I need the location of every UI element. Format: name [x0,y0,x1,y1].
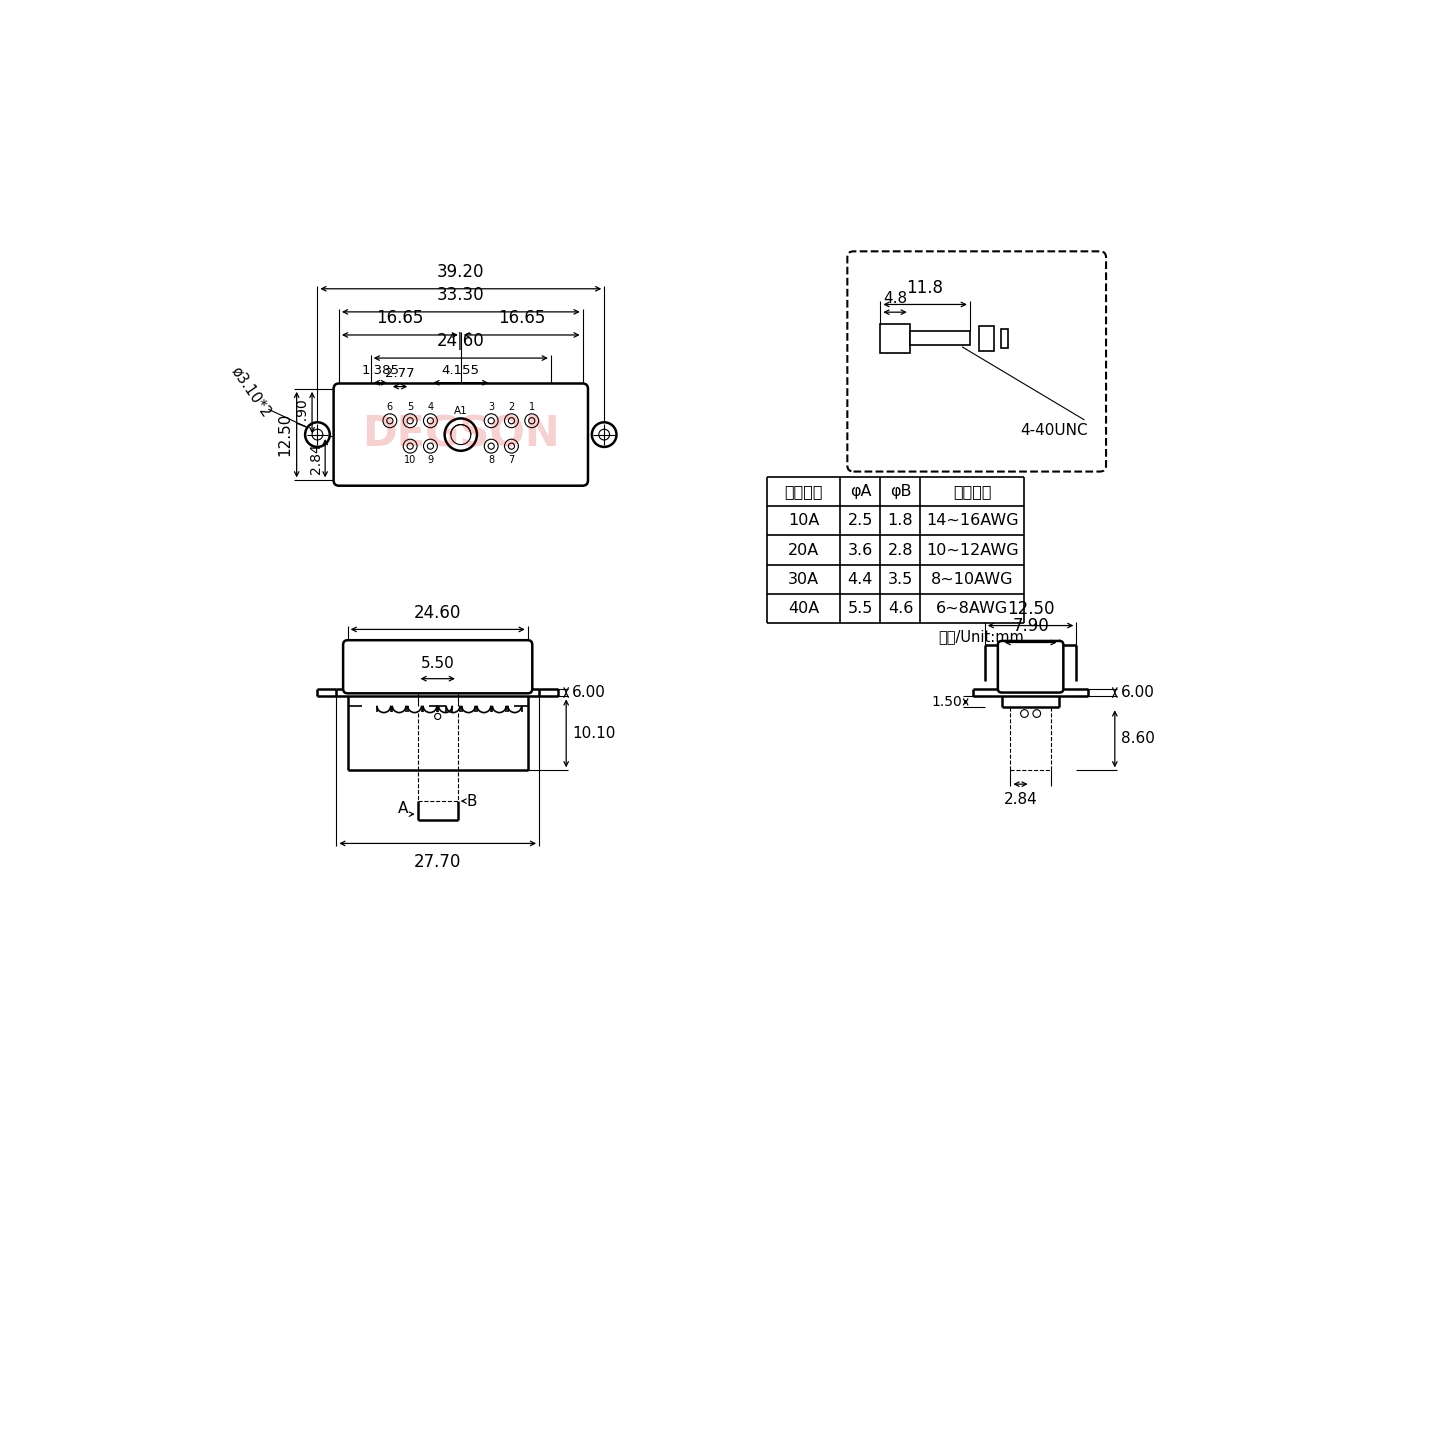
Text: 16.65: 16.65 [498,310,546,327]
Text: 30A: 30A [788,572,819,588]
Circle shape [488,444,494,449]
Text: 4.6: 4.6 [888,600,913,616]
Circle shape [508,444,514,449]
Text: 20A: 20A [788,543,819,557]
Circle shape [423,413,438,428]
Text: 2.77: 2.77 [384,367,415,380]
FancyBboxPatch shape [334,383,588,485]
Circle shape [403,439,418,454]
Circle shape [528,418,534,423]
FancyBboxPatch shape [343,641,533,693]
Text: 3: 3 [488,402,494,412]
Text: 7.90: 7.90 [1012,616,1048,635]
Text: 5.50: 5.50 [420,657,455,671]
Bar [910,331,969,346]
Circle shape [428,444,433,449]
Text: DEGSON: DEGSON [361,413,560,455]
Text: 39.20: 39.20 [438,264,484,281]
Text: 6.00: 6.00 [572,685,606,700]
Text: 4.8: 4.8 [883,291,907,307]
Circle shape [408,418,413,423]
Circle shape [504,413,518,428]
Text: 10A: 10A [788,513,819,528]
Circle shape [508,418,514,423]
Text: 6~8AWG: 6~8AWG [936,600,1008,616]
Bar [880,324,910,353]
Text: 24.60: 24.60 [415,603,461,622]
Text: 24|60: 24|60 [436,333,485,350]
Text: 1: 1 [528,402,534,412]
Text: 8~10AWG: 8~10AWG [932,572,1014,588]
Text: 6: 6 [387,402,393,412]
Text: 10.10: 10.10 [572,726,616,740]
Bar [979,325,995,351]
FancyBboxPatch shape [998,641,1063,693]
Text: 3.6: 3.6 [848,543,873,557]
Circle shape [445,419,477,451]
Text: 8.60: 8.60 [1120,732,1155,746]
Circle shape [592,422,616,446]
Circle shape [383,413,397,428]
Text: 11.8: 11.8 [907,279,943,297]
Circle shape [599,429,609,441]
Bar [1001,330,1008,347]
Text: 12.50: 12.50 [1007,600,1054,618]
Circle shape [305,422,330,446]
Text: 16.65: 16.65 [376,310,423,327]
Text: 4.4: 4.4 [848,572,873,588]
Text: 7: 7 [508,455,514,465]
Circle shape [1021,710,1028,717]
Text: 2.84: 2.84 [308,444,323,474]
Text: φB: φB [890,484,912,500]
FancyBboxPatch shape [847,252,1106,471]
Text: 6.00: 6.00 [1120,685,1155,700]
Circle shape [484,413,498,428]
Circle shape [403,413,418,428]
Circle shape [423,439,438,454]
Text: 2.8: 2.8 [887,543,913,557]
Text: 5.5: 5.5 [848,600,873,616]
Text: A1: A1 [454,406,468,416]
Text: 额定电流: 额定电流 [785,484,824,500]
Text: 14~16AWG: 14~16AWG [926,513,1018,528]
Text: 线材规格: 线材规格 [953,484,992,500]
Text: 2.5: 2.5 [848,513,873,528]
Text: 1.8: 1.8 [887,513,913,528]
Circle shape [451,425,471,445]
Circle shape [408,444,413,449]
Text: φA: φA [850,484,871,500]
Circle shape [504,439,518,454]
Text: 10~12AWG: 10~12AWG [926,543,1018,557]
Circle shape [312,429,323,441]
Text: 33.30: 33.30 [436,287,485,304]
Text: 2.84: 2.84 [1004,792,1037,806]
Text: A: A [397,801,409,816]
Text: 8: 8 [488,455,494,465]
Text: 1.385: 1.385 [361,363,399,377]
Circle shape [524,413,539,428]
Text: 7.90: 7.90 [295,397,310,428]
Text: B: B [467,793,478,809]
Text: 4-40UNC: 4-40UNC [1021,423,1089,438]
Text: ø3.10*2: ø3.10*2 [229,364,274,420]
Text: 5: 5 [408,402,413,412]
Text: 12.50: 12.50 [276,413,292,456]
Text: 9: 9 [428,455,433,465]
Text: 单位/Unit:mm: 单位/Unit:mm [939,629,1024,645]
Text: 2: 2 [508,402,514,412]
Circle shape [488,418,494,423]
Circle shape [428,418,433,423]
Text: 27.70: 27.70 [415,852,461,871]
Circle shape [435,713,441,720]
Text: 1.50: 1.50 [932,696,962,708]
Text: 4.155: 4.155 [442,363,480,377]
Text: 3.5: 3.5 [888,572,913,588]
Circle shape [1032,710,1041,717]
Circle shape [484,439,498,454]
Text: 10: 10 [405,455,416,465]
Circle shape [387,418,393,423]
Text: 4: 4 [428,402,433,412]
Text: 40A: 40A [788,600,819,616]
